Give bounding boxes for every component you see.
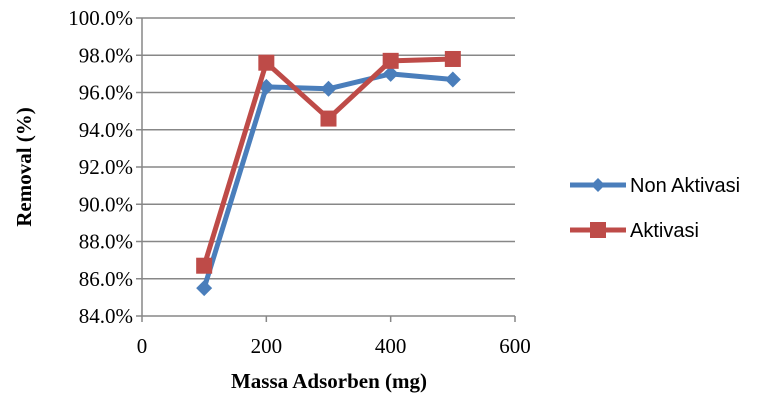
legend-label: Non Aktivasi [630, 175, 740, 197]
series-line [201, 71, 454, 289]
legend-entry: Non Aktivasi [570, 175, 740, 197]
data-point-square [196, 257, 213, 274]
data-point-diamond [320, 80, 337, 97]
y-tick-label: 88.0% [79, 230, 133, 254]
series-diamond [196, 65, 461, 297]
y-tick-label: 92.0% [79, 155, 133, 179]
legend-label: Aktivasi [630, 220, 699, 242]
y-tick-label: 98.0% [79, 43, 133, 67]
data-point-diamond [444, 71, 461, 88]
tick-labels: 84.0% 86.0% 88.0% 90.0% 92.0% 94.0% 96.0% 98.0%… [68, 6, 531, 358]
data-point-diamond [382, 65, 399, 82]
data-point-square [382, 52, 399, 69]
y-tick-label: 100.0% [68, 6, 133, 30]
x-axis-title: Massa Adsorben (mg) [231, 369, 427, 393]
series-layer [196, 50, 461, 297]
y-tick-label: 84.0% [79, 304, 133, 328]
data-point-square [444, 50, 461, 67]
y-tick-label: 94.0% [79, 118, 133, 142]
axes [136, 17, 516, 322]
data-point-square [258, 54, 275, 71]
data-point-diamond [591, 178, 605, 192]
legend-entry: Aktivasi [570, 220, 699, 242]
x-tick-label: 400 [375, 334, 407, 358]
y-axis-title: Removal (%) [12, 107, 36, 227]
data-point-square [320, 110, 337, 127]
y-tick-label: 86.0% [79, 267, 133, 291]
x-tick-label: 0 [137, 334, 148, 358]
y-tick-label: 90.0% [79, 192, 133, 216]
x-tick-label: 200 [251, 334, 283, 358]
y-tick-label: 96.0% [79, 81, 133, 105]
x-tick-label: 600 [499, 334, 531, 358]
data-point-diamond [196, 280, 213, 297]
legend: Non Aktivasi Aktivasi [570, 175, 740, 242]
data-point-square [590, 222, 606, 238]
series-square [196, 50, 461, 274]
